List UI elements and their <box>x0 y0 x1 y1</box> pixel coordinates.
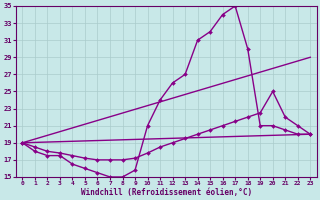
X-axis label: Windchill (Refroidissement éolien,°C): Windchill (Refroidissement éolien,°C) <box>81 188 252 197</box>
